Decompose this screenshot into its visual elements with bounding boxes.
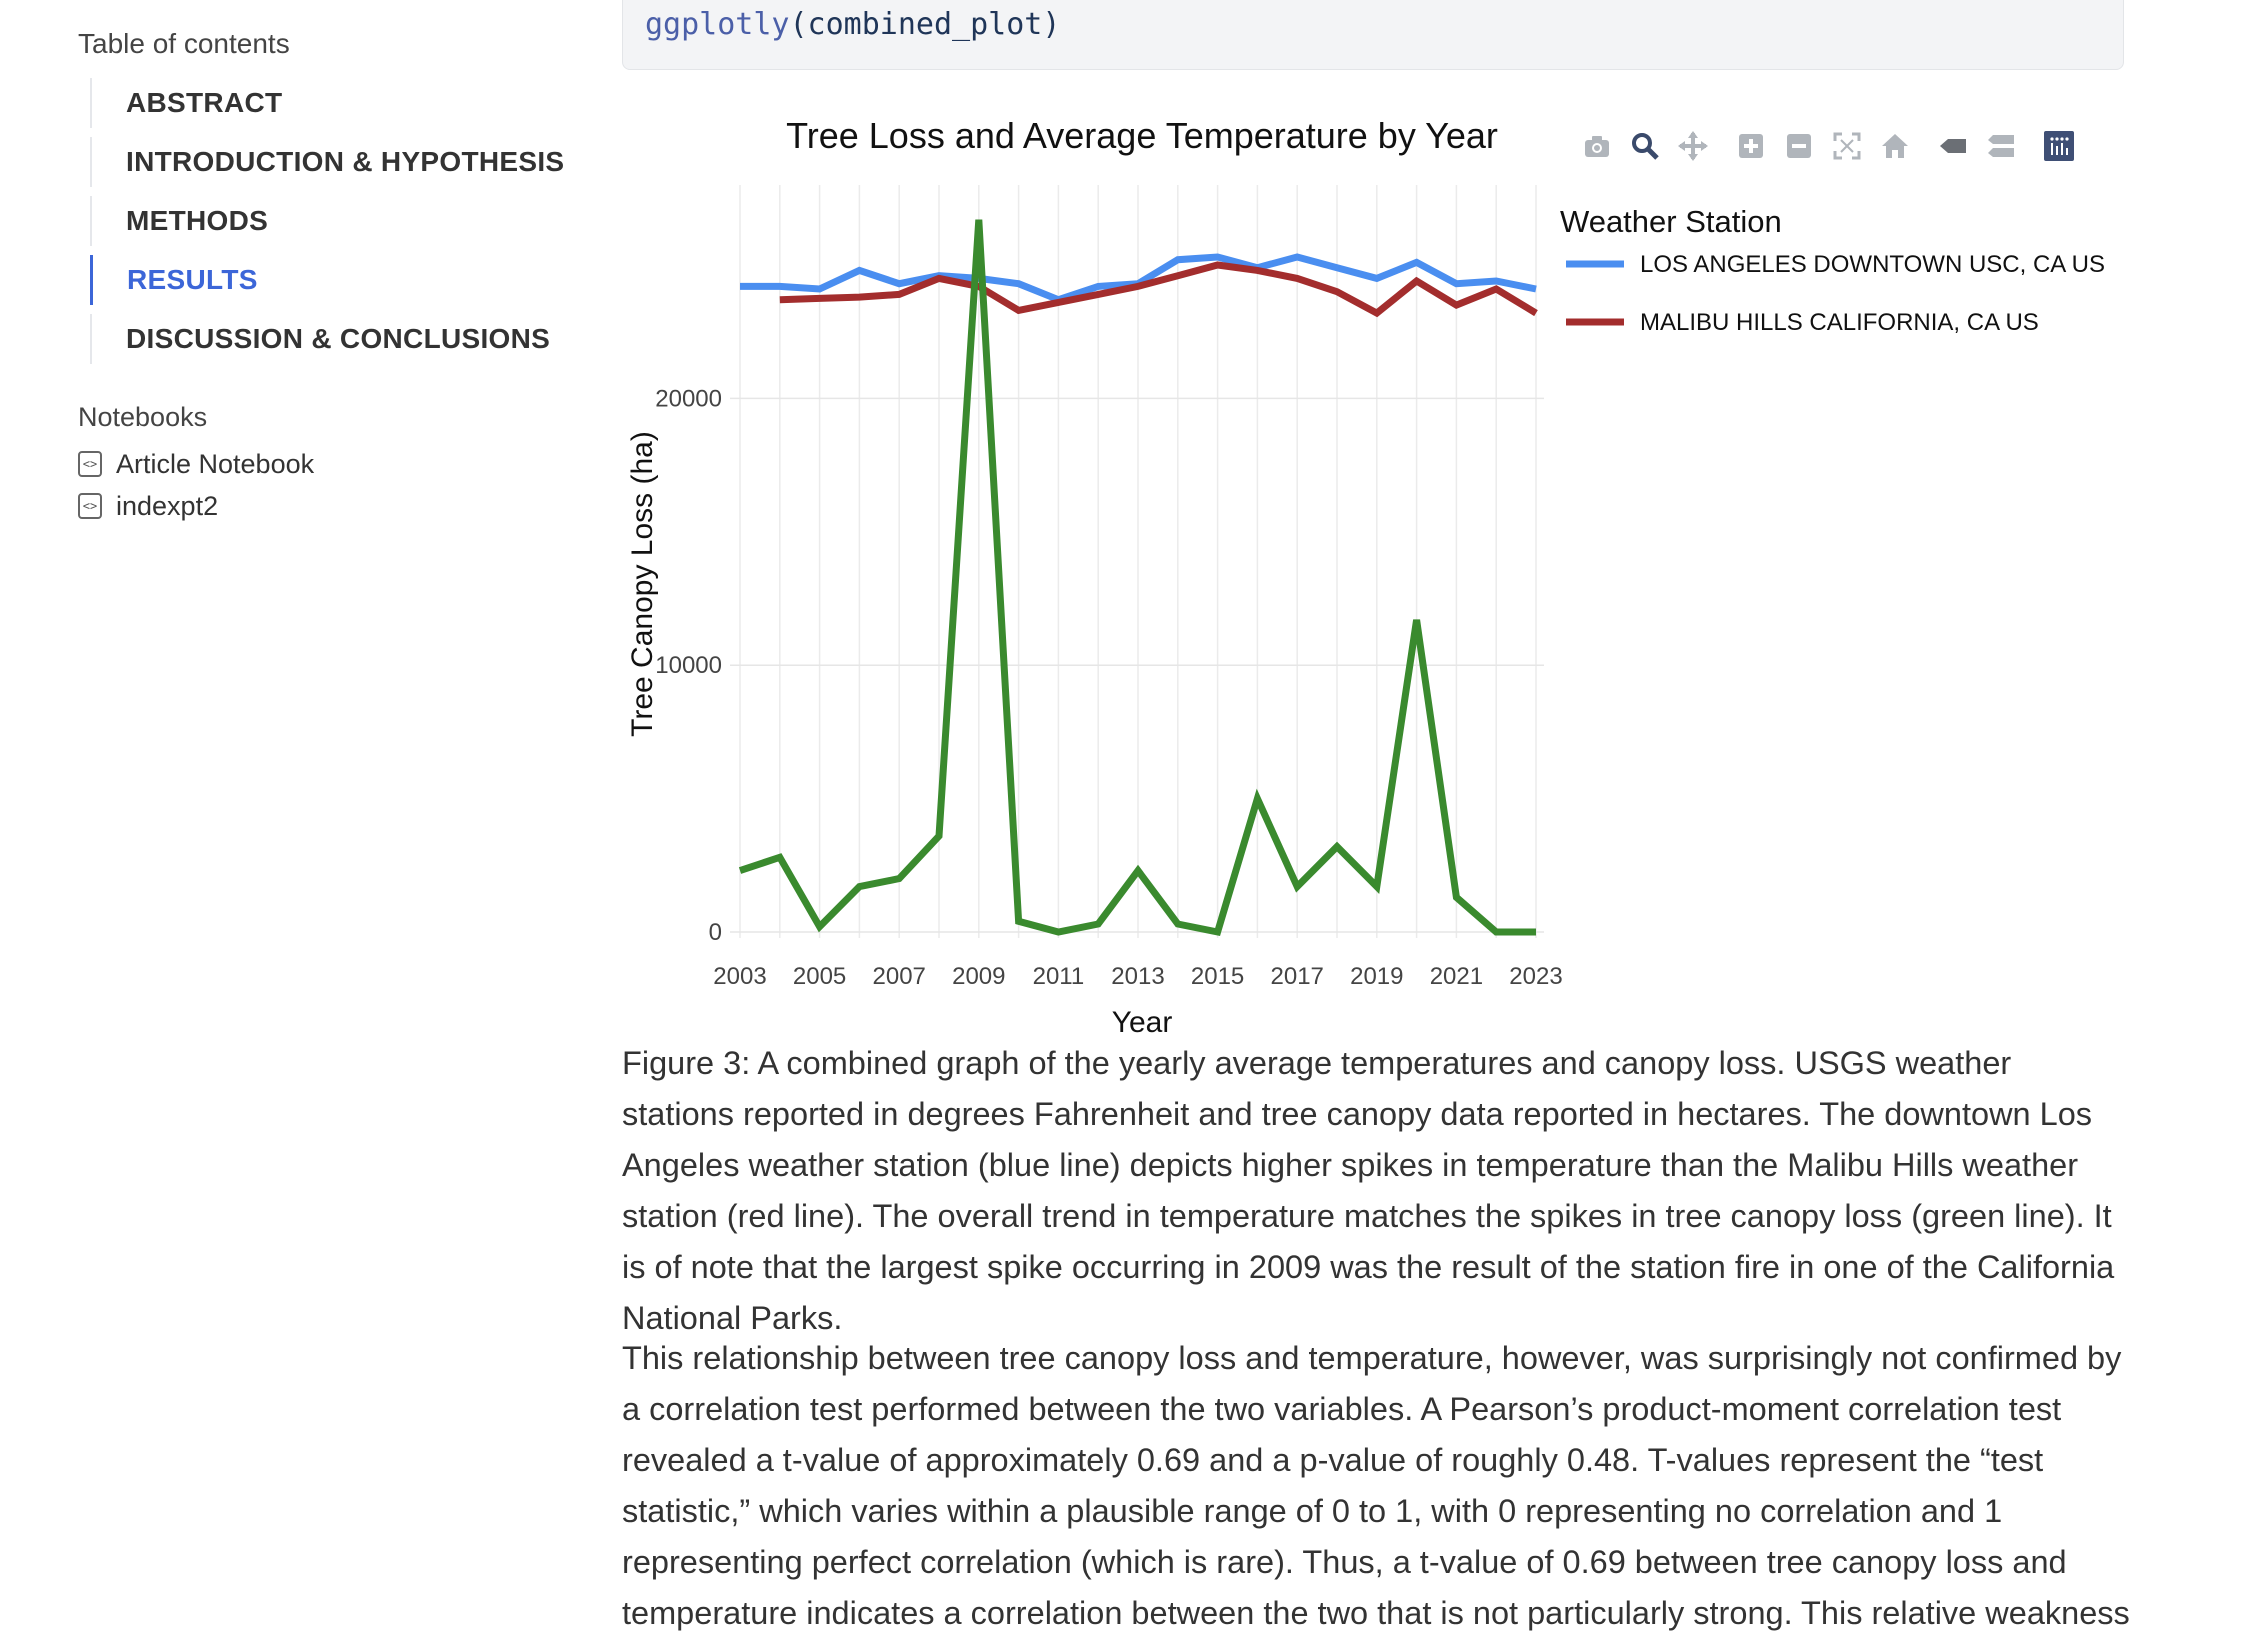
plotly-logo-icon[interactable] xyxy=(2042,129,2076,163)
notebook-icon: <> xyxy=(78,493,102,519)
x-axis-label: Year xyxy=(1112,1006,1173,1039)
grid xyxy=(730,185,1544,938)
zoom-out-icon[interactable] xyxy=(1782,129,1816,163)
x-tick-label: 2015 xyxy=(1191,963,1244,990)
legend-title: Weather Station xyxy=(1560,204,1782,239)
legend-label[interactable]: LOS ANGELES DOWNTOWN USC, CA US xyxy=(1640,251,2105,278)
notebook-link-indexpt2[interactable]: <> indexpt2 xyxy=(78,485,578,527)
toc-item-discussion[interactable]: DISCUSSION & CONCLUSIONS xyxy=(90,314,578,364)
legend: LOS ANGELES DOWNTOWN USC, CA US MALIBU HI… xyxy=(1566,251,2105,336)
hover-compare-icon[interactable] xyxy=(1984,129,2018,163)
notebook-label: indexpt2 xyxy=(116,490,219,521)
x-tick-label: 2009 xyxy=(952,963,1005,990)
x-tick-label: 2007 xyxy=(873,963,926,990)
toc-item-abstract[interactable]: ABSTRACT xyxy=(90,78,578,128)
x-tick-label: 2017 xyxy=(1271,963,1324,990)
toc-title: Table of contents xyxy=(78,28,290,59)
figure-caption: Figure 3: A combined graph of the yearly… xyxy=(622,1045,2115,1336)
code-block: ggplotly(combined_plot) xyxy=(622,0,2124,70)
series-group xyxy=(738,219,1538,937)
x-tick-label: 2013 xyxy=(1111,963,1164,990)
chart[interactable]: Tree Loss and Average Temperature by Yea… xyxy=(622,100,2124,1040)
y-tick-label: 20000 xyxy=(655,385,722,412)
zoom-icon[interactable] xyxy=(1628,129,1662,163)
code-function: ggplotly xyxy=(645,7,790,42)
toc-item-methods[interactable]: METHODS xyxy=(90,196,578,246)
x-tick-label: 2019 xyxy=(1350,963,1403,990)
notebooks-title: Notebooks xyxy=(78,402,208,432)
pan-icon[interactable] xyxy=(1676,129,1710,163)
hover-closest-icon[interactable] xyxy=(1936,129,1970,163)
y-axis-label: Tree Canopy Loss (ha) xyxy=(626,431,659,737)
body-paragraph: This relationship between tree canopy lo… xyxy=(622,1340,2130,1631)
toc-item-introduction[interactable]: INTRODUCTION & HYPOTHESIS xyxy=(90,137,578,187)
y-ticks: 0 10000 20000 xyxy=(655,385,722,946)
x-tick-label: 2003 xyxy=(713,963,766,990)
zoom-in-icon[interactable] xyxy=(1734,129,1768,163)
y-tick-label: 10000 xyxy=(655,652,722,679)
y-tick-label: 0 xyxy=(709,919,722,946)
toc-item-results[interactable]: RESULTS xyxy=(90,255,578,305)
x-tick-label: 2021 xyxy=(1430,963,1483,990)
x-tick-label: 2005 xyxy=(793,963,846,990)
sidebar: Table of contents ABSTRACT INTRODUCTION … xyxy=(78,28,578,527)
notebook-label: Article Notebook xyxy=(116,448,315,479)
notebook-icon: <> xyxy=(78,451,102,477)
series-line-1[interactable] xyxy=(779,261,1538,318)
x-ticks: 2003 2005 2007 2009 2011 2013 2015 2017 2019 2021… xyxy=(713,963,1562,990)
x-tick-label: 2011 xyxy=(1033,963,1085,990)
legend-label[interactable]: MALIBU HILLS CALIFORNIA, CA US xyxy=(1640,309,2039,336)
reset-axes-icon[interactable] xyxy=(1878,129,1912,163)
autoscale-icon[interactable] xyxy=(1830,129,1864,163)
chart-title: Tree Loss and Average Temperature by Yea… xyxy=(786,115,1498,156)
code-args: (combined_plot) xyxy=(789,7,1061,42)
series-line-2[interactable] xyxy=(738,219,1536,937)
x-tick-label: 2023 xyxy=(1509,963,1562,990)
camera-icon[interactable] xyxy=(1580,129,1614,163)
plot-modebar xyxy=(1580,126,2090,166)
toc-list: ABSTRACT INTRODUCTION & HYPOTHESIS METHO… xyxy=(78,78,578,364)
notebook-link-article[interactable]: <> Article Notebook xyxy=(78,443,578,485)
